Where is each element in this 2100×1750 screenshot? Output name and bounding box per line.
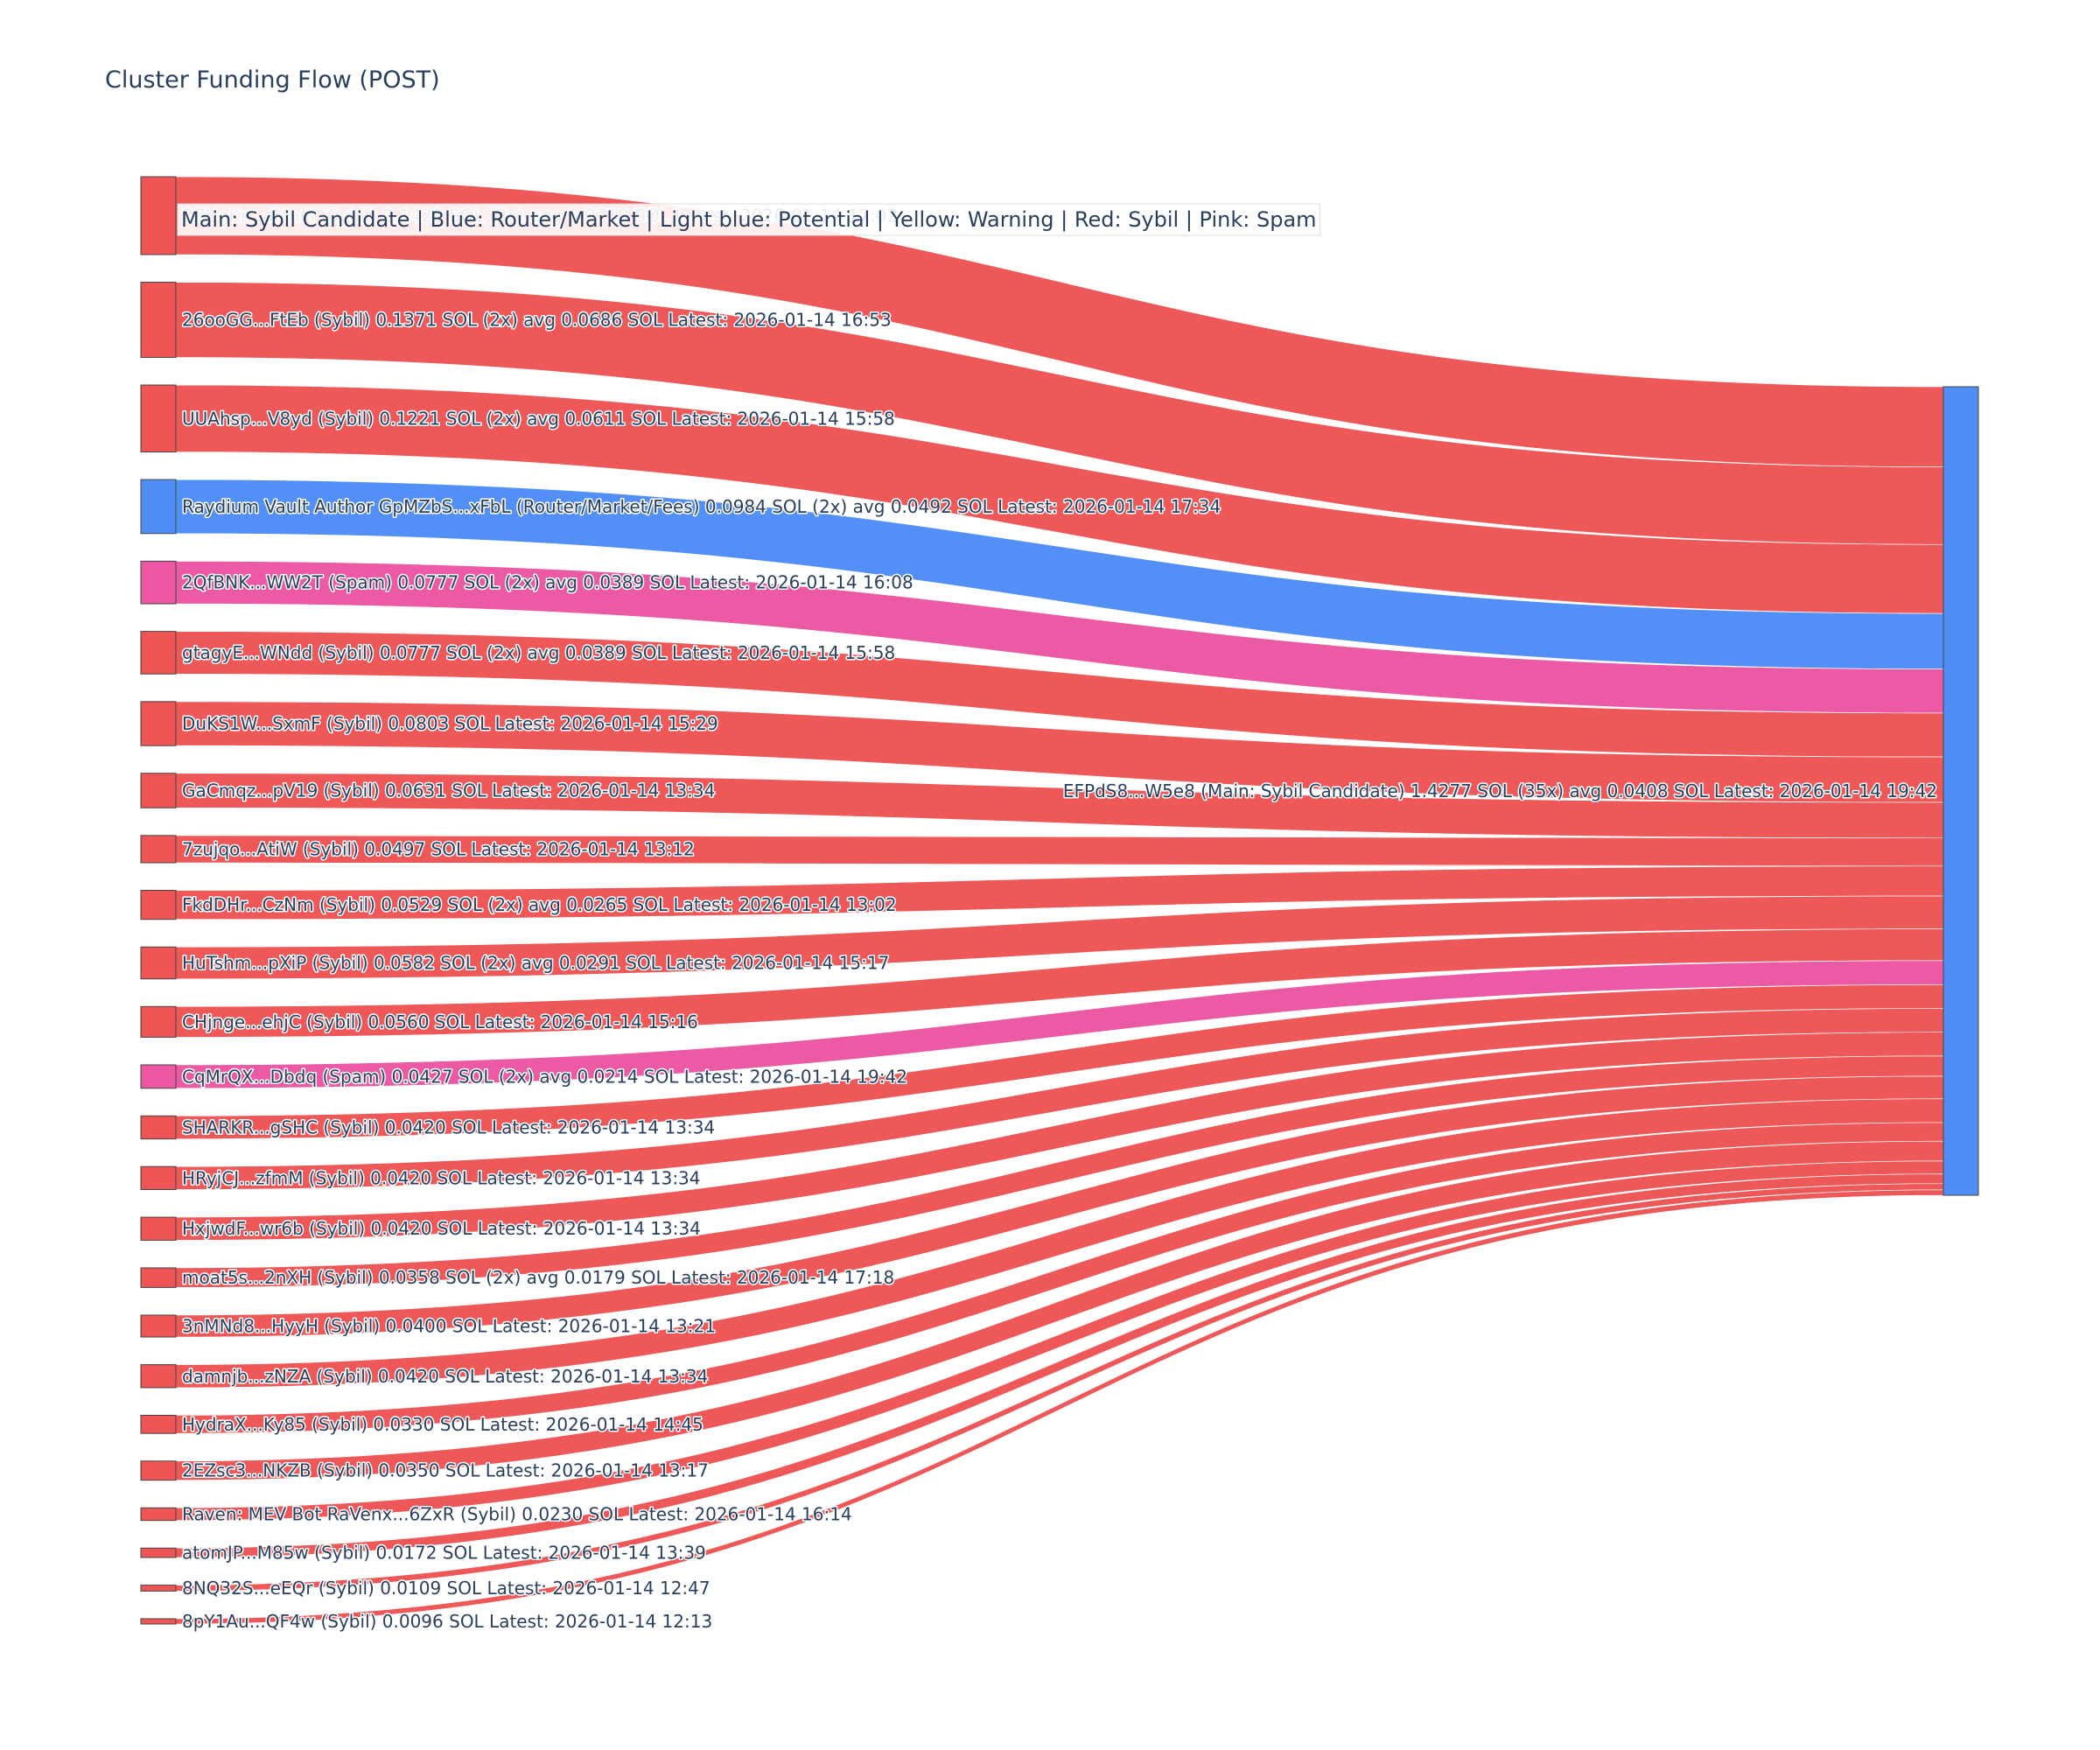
source-node[interactable] (140, 946, 177, 980)
source-node-label: gtagyE...WNdd (Sybil) 0.0777 SOL (2x) av… (182, 642, 895, 663)
legend-text: Main: Sybil Candidate | Blue: Router/Mar… (181, 207, 1317, 232)
source-node[interactable] (140, 1267, 177, 1288)
source-node-label: CqMrQX...Dbdq (Spam) 0.0427 SOL (2x) avg… (182, 1066, 907, 1087)
source-node[interactable] (140, 890, 177, 920)
source-node[interactable] (140, 1414, 177, 1434)
source-node-label: HxjwdF...wr6b (Sybil) 0.0420 SOL Latest:… (182, 1218, 701, 1239)
source-node-label: FkdDHr...CzNm (Sybil) 0.0529 SOL (2x) av… (182, 894, 897, 915)
source-node[interactable] (140, 1507, 177, 1522)
source-node-label: 7zujqo...AtiW (Sybil) 0.0497 SOL Latest:… (182, 838, 695, 859)
legend-box (177, 203, 1321, 236)
source-node[interactable] (140, 1460, 177, 1481)
source-node-label: HRyjCJ...zfmM (Sybil) 0.0420 SOL Latest:… (182, 1167, 701, 1188)
source-node[interactable] (140, 835, 177, 864)
source-node-label: 8pY1Au...QF4w (Sybil) 0.0096 SOL Latest:… (182, 1611, 712, 1632)
source-node[interactable] (140, 176, 177, 256)
source-node[interactable] (140, 1115, 177, 1140)
target-node[interactable] (1942, 386, 1979, 1196)
source-node-label: Raven: MEV Bot RaVenx...6ZxR (Sybil) 0.0… (182, 1503, 852, 1524)
source-node-label: 3nMNd8...HyyH (Sybil) 0.0400 SOL Latest:… (182, 1316, 716, 1337)
source-node-label: 8NQ32S...eEQr (Sybil) 0.0109 SOL Latest:… (182, 1578, 710, 1599)
source-node-label: damnjb...zNZA (Sybil) 0.0420 SOL Latest:… (182, 1366, 708, 1387)
source-node-label: HuTshm...pXiP (Sybil) 0.0582 SOL (2x) av… (182, 953, 889, 974)
source-node[interactable] (140, 1364, 177, 1389)
source-node-label: GaCmqz...pV19 (Sybil) 0.0631 SOL Latest:… (182, 780, 715, 802)
chart-title: Cluster Funding Flow (POST) (105, 66, 440, 94)
source-node-label: 26ooGG...FtEb (Sybil) 0.1371 SOL (2x) av… (182, 310, 892, 331)
flow-links (175, 176, 1944, 1625)
source-node[interactable] (140, 631, 177, 675)
source-node-label: atomJP...M85w (Sybil) 0.0172 SOL Latest:… (182, 1543, 706, 1564)
source-node-label: HydraX...Ky85 (Sybil) 0.0330 SOL Latest:… (182, 1414, 704, 1435)
source-node[interactable] (140, 1064, 177, 1089)
source-node-label: CHjnge...ehjC (Sybil) 0.0560 SOL Latest:… (182, 1012, 698, 1032)
flow-nodes (140, 176, 1979, 1625)
source-node-label: UUAhsp...V8yd (Sybil) 0.1221 SOL (2x) av… (182, 408, 895, 429)
source-node[interactable] (140, 1585, 177, 1592)
source-node-label: 2QfBNK...WW2T (Spam) 0.0777 SOL (2x) avg… (182, 572, 914, 593)
source-node[interactable] (140, 1314, 177, 1338)
source-node-label: moat5s...2nXH (Sybil) 0.0358 SOL (2x) av… (182, 1267, 894, 1288)
source-node[interactable] (140, 282, 177, 358)
source-node[interactable] (140, 384, 177, 453)
source-node[interactable] (140, 1216, 177, 1241)
legend: Main: Sybil Candidate | Blue: Router/Mar… (177, 203, 1321, 236)
source-node[interactable] (140, 701, 177, 746)
source-node[interactable] (140, 560, 177, 605)
target-node-label: EFPdS8...W5e8 (Main: Sybil Candidate) 1.… (1063, 780, 1937, 802)
source-node-label: SHARKR...gSHC (Sybil) 0.0420 SOL Latest:… (182, 1116, 715, 1138)
source-node[interactable] (140, 1005, 177, 1038)
source-node[interactable] (140, 1618, 177, 1625)
source-node-label: Raydium Vault Author GpMZbS...xFbL (Rout… (182, 496, 1221, 517)
source-node-label: DuKS1W...SxmF (Sybil) 0.0803 SOL Latest:… (182, 713, 718, 734)
source-node[interactable] (140, 1166, 177, 1191)
source-node[interactable] (140, 479, 177, 535)
source-node-label: 2EZsc3...NKZB (Sybil) 0.0350 SOL Latest:… (182, 1460, 709, 1481)
source-node[interactable] (140, 773, 177, 808)
source-node[interactable] (140, 1547, 177, 1558)
